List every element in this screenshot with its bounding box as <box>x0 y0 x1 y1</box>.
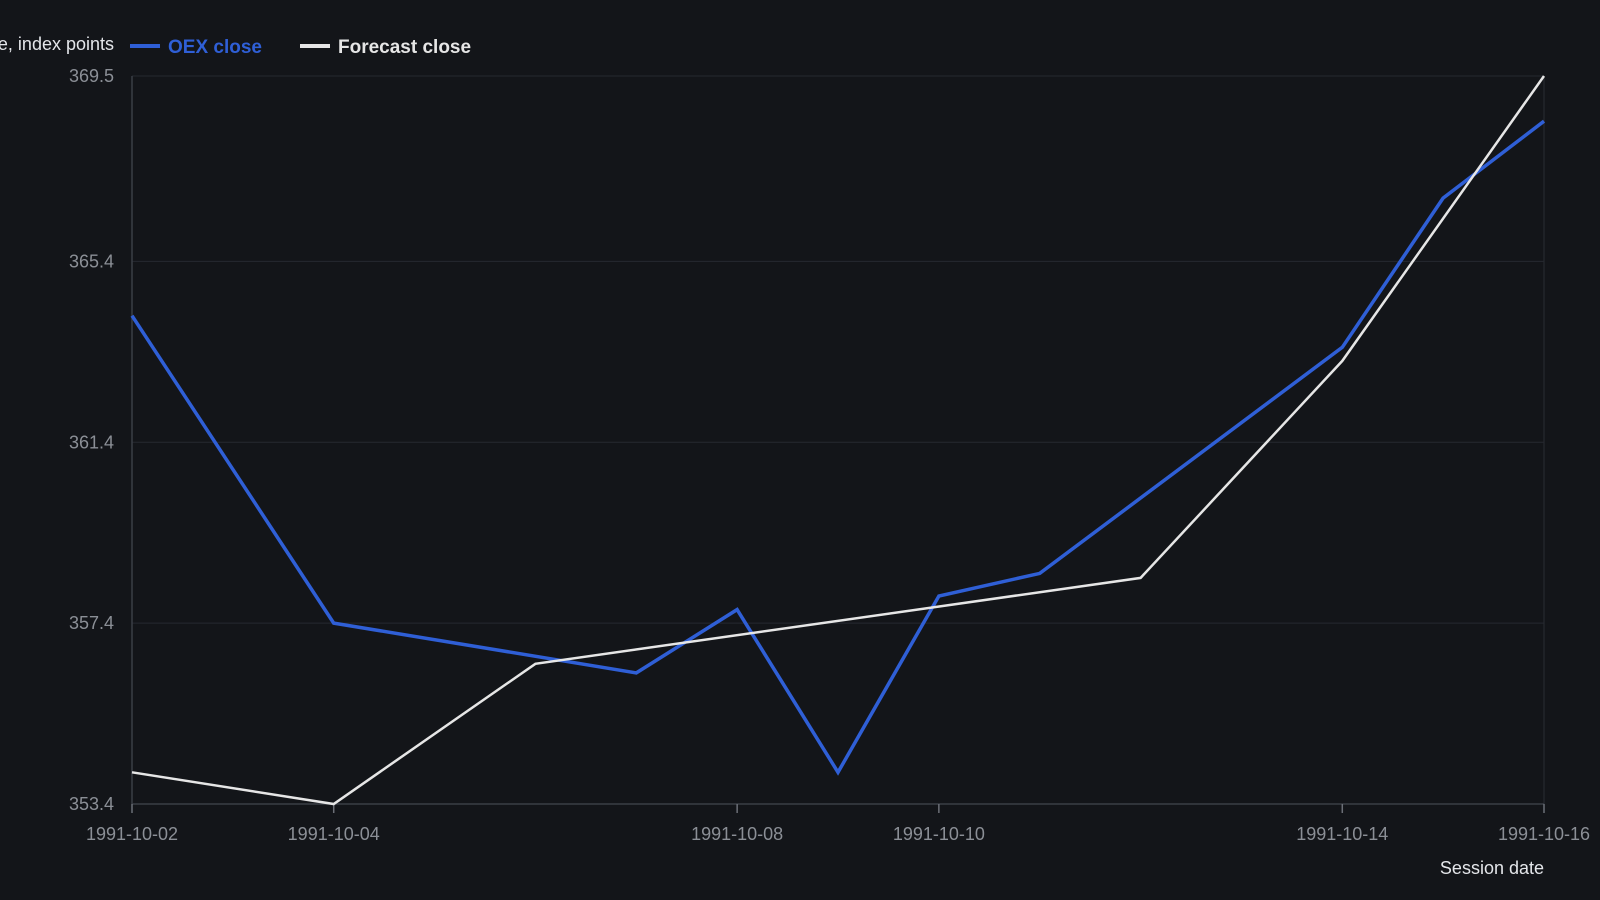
y-tick-label: 361.4 <box>69 432 114 452</box>
grid-layer <box>132 75 1545 805</box>
y-tick-label: 369.5 <box>69 66 114 86</box>
legend-item-forecast-close[interactable]: Forecast close <box>300 37 471 58</box>
x-tick-label: 1991-10-14 <box>1296 824 1388 844</box>
y-tick-label: 357.4 <box>69 613 114 633</box>
legend-item-oex-close[interactable]: OEX close <box>130 37 262 58</box>
x-axis-title: Session date <box>1440 858 1544 878</box>
y-tick-label: 365.4 <box>69 251 114 271</box>
y-axis-title: Close, index points <box>0 34 114 54</box>
legend-label: OEX close <box>168 37 262 58</box>
x-tick-label: 1991-10-02 <box>86 824 178 844</box>
legend-label: Forecast close <box>338 37 471 58</box>
y-tick-label: 353.4 <box>69 794 114 814</box>
x-tick-label: 1991-10-04 <box>288 824 380 844</box>
x-tick-label: 1991-10-16 <box>1498 824 1590 844</box>
series-line-forecast-close <box>131 75 1546 806</box>
x-tick-label: 1991-10-08 <box>691 824 783 844</box>
x-tick-label: 1991-10-10 <box>893 824 985 844</box>
series-line-oex-close <box>130 119 1546 776</box>
legend[interactable]: OEX close Forecast close <box>130 37 471 58</box>
series-layer <box>130 75 1546 806</box>
axis-layer: 353.4 357.4 361.4 365.4 369.5 1991-10-02 1991-… <box>69 66 1590 844</box>
